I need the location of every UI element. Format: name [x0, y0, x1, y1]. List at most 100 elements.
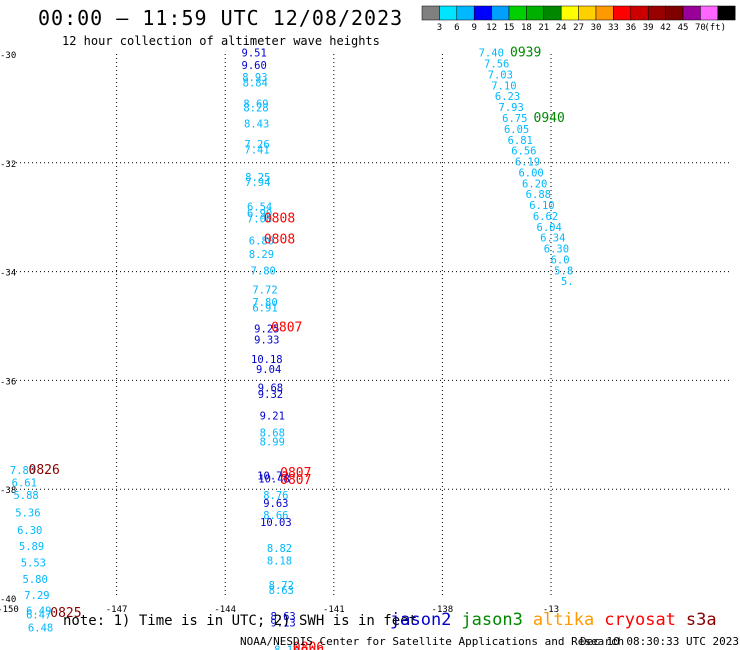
satellite-cryosat: cryosat [604, 610, 676, 630]
colorbar-label: 12 [486, 23, 497, 33]
colorbar-label: 21 [538, 23, 549, 33]
colorbar-swatch [700, 5, 719, 21]
wave-height-label: 6.81 [508, 135, 533, 147]
wave-height-label: 6.30 [17, 525, 42, 537]
wave-height-label: 5.80 [23, 574, 48, 586]
colorbar-swatch [491, 5, 510, 21]
wave-height-label: 8.43 [244, 118, 269, 130]
wave-height-label: 7.41 [244, 145, 269, 157]
wave-height-label: 6.48 [28, 623, 53, 635]
satellite-legend: jason2 jason3 altika cryosat s3a [390, 610, 727, 630]
satellite-altika: altika [532, 610, 595, 630]
x-tick-label: -144 [214, 605, 236, 615]
colorbar-swatch [439, 5, 458, 21]
wave-height-label: 8.29 [249, 249, 274, 261]
wave-height-label: 6.88 [526, 189, 551, 201]
pass-time-label: 0808 [264, 212, 295, 227]
wave-height-label: 8.66 [263, 510, 288, 522]
wave-height-label: 9.68 [258, 382, 283, 394]
x-tick-label: -138 [432, 605, 454, 615]
wave-height-label: 7.80 [251, 265, 276, 277]
wave-height-label: 10.03 [260, 517, 292, 529]
wave-height-label: 6.75 [502, 113, 527, 125]
y-tick-label: -36 [0, 377, 16, 387]
colorbar-swatch [543, 5, 562, 21]
colorbar-label: 30 [591, 23, 602, 33]
wave-height-label: 5.53 [21, 557, 46, 569]
wave-height-label: 10.18 [251, 354, 283, 366]
pass-time-label: 0807 [280, 473, 311, 488]
y-tick-label: -34 [0, 269, 16, 279]
wave-height-label: 7.10 [491, 80, 516, 92]
colorbar-label: 3 [437, 23, 442, 33]
wave-height-label: 6.10 [529, 200, 554, 212]
x-tick-label: -147 [106, 605, 128, 615]
colorbar-swatch [456, 5, 475, 21]
wave-height-label: 7.80 [252, 297, 277, 309]
timestamp-text: Dec 10 08:30:33 UTC 2023 [580, 635, 739, 648]
wave-height-label: 7.00 [247, 214, 272, 226]
wave-height-label: 8.63 [269, 585, 294, 597]
wave-height-label: 8.63 [270, 611, 295, 623]
wave-height-label: 10.48 [258, 474, 290, 486]
colorbar-swatch [560, 5, 579, 21]
colorbar-label: 6 [454, 23, 459, 33]
satellite-s3a: s3a [685, 610, 717, 630]
footer-note: note: 1) Time is in UTC; 2) SWH is in fe… [63, 613, 418, 629]
colorbar-label: 42 [660, 23, 671, 33]
wave-height-label: 8.84 [243, 78, 268, 90]
wave-height-label: 6.56 [511, 146, 536, 158]
wave-height-label: 9.33 [254, 334, 279, 346]
wave-height-label: 6.80 [249, 235, 274, 247]
wave-height-label: 8.18 [267, 555, 292, 567]
wave-height-label: 6.90 [247, 208, 272, 220]
colorbar-swatch [508, 5, 527, 21]
wave-height-label: 9.04 [256, 364, 281, 376]
wave-height-label: 6.49 [26, 605, 51, 617]
wave-height-label: 6.20 [522, 178, 547, 190]
pass-time-label: 0826 [29, 463, 60, 478]
wave-height-label: 8.82 [267, 543, 292, 555]
wave-height-label: 9.60 [242, 60, 267, 72]
x-tick-label: -141 [323, 605, 345, 615]
chart-title: 00:00 – 11:59 UTC 12/08/2023 [38, 6, 404, 30]
wave-height-label: 5.89 [19, 541, 44, 553]
y-tick-label: -38 [0, 486, 16, 496]
colorbar-label: 27 [573, 23, 584, 33]
wave-height-label: 5. [561, 276, 574, 288]
colorbar-label: 39 [643, 23, 654, 33]
wave-height-label: 5.8 [554, 265, 573, 277]
satellite-jason2: jason2 [390, 610, 452, 630]
wave-height-label: 9.63 [263, 498, 288, 510]
wave-height-label: 6.00 [518, 167, 543, 179]
wave-height-label: 7.56 [484, 59, 509, 71]
wave-height-label: 8.76 [263, 490, 288, 502]
wave-height-label: 8.28 [243, 103, 268, 115]
y-tick-label: -32 [0, 160, 16, 170]
pass-time-label: 0806 [293, 646, 324, 650]
wave-height-label: 8.72 [269, 580, 294, 592]
wave-height-label: 8.93 [242, 72, 267, 84]
wave-height-label: 6.91 [252, 302, 277, 314]
colorbar-unit: (ft) [704, 23, 726, 33]
x-tick-label: -13 [543, 605, 559, 615]
wave-height-label: 6.19 [515, 157, 540, 169]
colorbar-swatch [421, 5, 440, 21]
y-tick-label: -40 [0, 595, 16, 605]
wave-height-label: 9.25 [254, 324, 279, 336]
pass-time-label: 0807 [280, 466, 311, 481]
satellite-jason3: jason3 [461, 610, 523, 630]
color-legend: 3 6 9 12 15 18 21 24 27 30 33 36 39 42 45 70(ft) [421, 5, 736, 33]
colorbar-swatch [595, 5, 614, 21]
wave-height-label: 7.93 [499, 102, 524, 114]
pass-time-label: 0807 [271, 320, 302, 335]
pass-time-label: 0825 [50, 606, 81, 621]
wave-height-label: 9.51 [242, 48, 267, 60]
credit-text: NOAA/NESDIS Center for Satellite Applica… [240, 635, 625, 648]
colorbar-swatch [613, 5, 632, 21]
colorbar-label: 36 [625, 23, 636, 33]
colorbar-swatch [526, 5, 545, 21]
wave-height-label: 6.61 [12, 477, 37, 489]
colorbar-swatch [578, 5, 597, 21]
wave-height-label: 7.03 [488, 69, 513, 81]
